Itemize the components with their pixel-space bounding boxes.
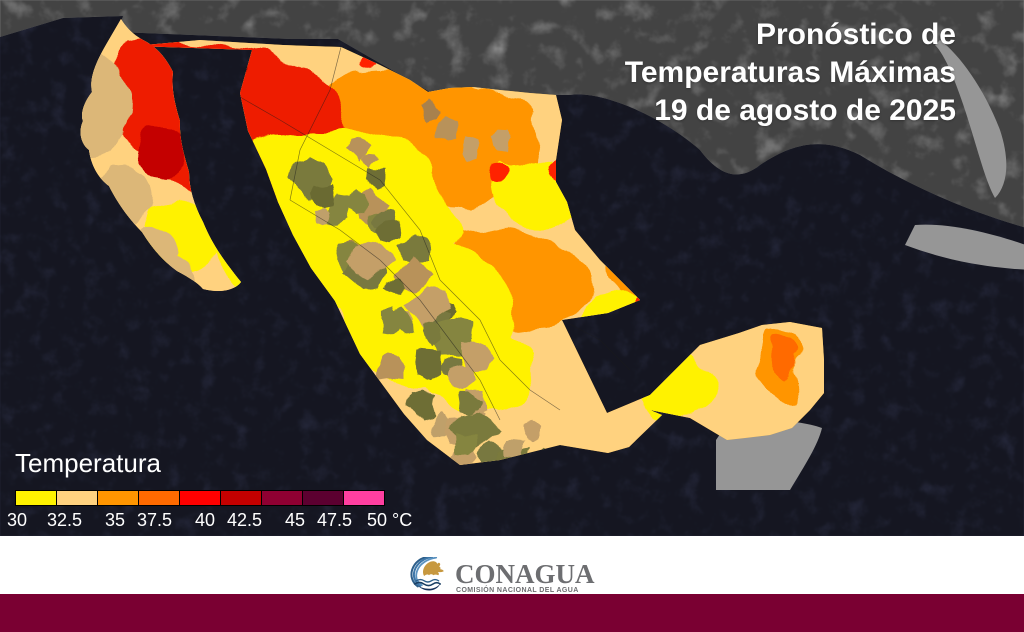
svg-text:CONAGUA: CONAGUA (455, 559, 595, 589)
svg-text:COMISIÓN NACIONAL DEL AGUA: COMISIÓN NACIONAL DEL AGUA (456, 585, 579, 594)
